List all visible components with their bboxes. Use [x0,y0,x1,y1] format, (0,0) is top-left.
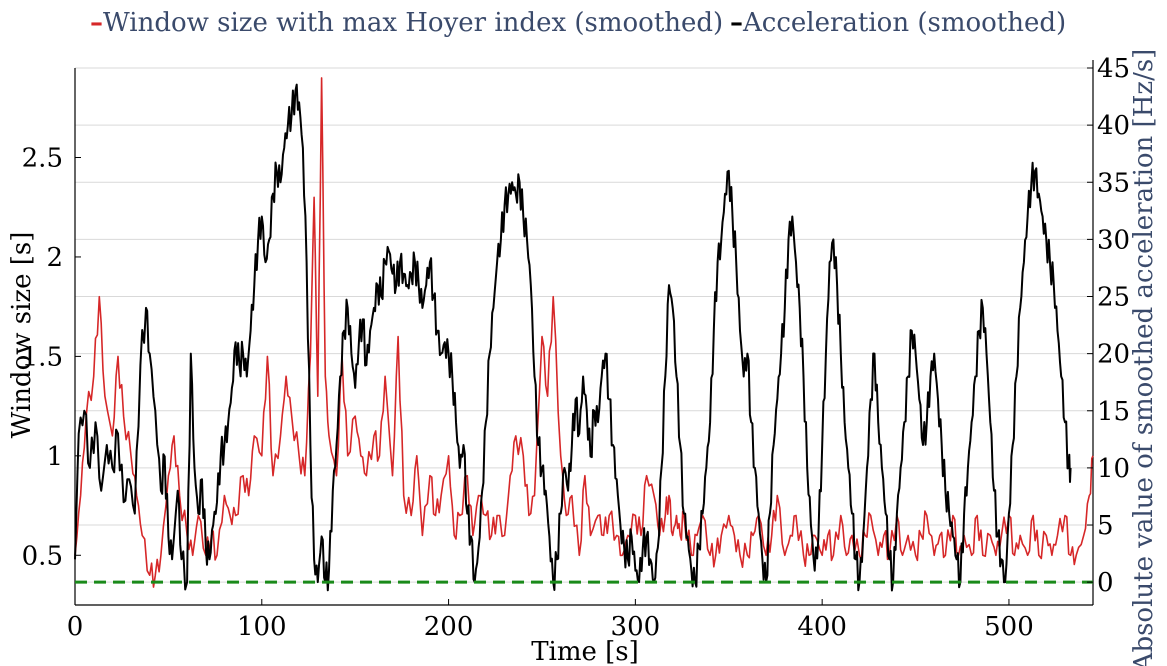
x-tick-label: 500 [984,612,1034,642]
y-left-tick-label: 1.5 [22,342,63,372]
y-right-tick-label: 0 [1097,568,1114,598]
y-left-tick-label: 2 [46,243,63,273]
y-left-tick-label: 1 [46,442,63,472]
x-tick-label: 200 [424,612,474,642]
series-line-2 [74,83,1072,592]
legend-series-2: –Acceleration (smoothed) [730,8,1066,38]
legend-label-2: Acceleration (smoothed) [743,8,1067,38]
y-right-tick-label: 15 [1097,397,1130,427]
ticks: 0 100 200 300 400 500 0.5 1 1.5 2 2.5 0 5 10 15 20 25 30 3… [22,54,1130,642]
legend-swatch-black: – [730,8,743,38]
series-line-1 [74,77,1094,588]
axes [74,60,1094,606]
y-right-tick-label: 45 [1097,54,1130,84]
x-tick-label: 300 [611,612,661,642]
grid [75,67,1093,583]
legend-label-1: Window size with max Hoyer index (smooth… [103,8,724,38]
x-tick-label: 100 [237,612,287,642]
y-left-axis-title: Window size [s] [7,232,37,439]
y-right-tick-label: 10 [1097,454,1130,484]
y-right-tick-label: 30 [1097,225,1130,255]
y-right-tick-label: 25 [1097,283,1130,313]
series-layer [74,77,1094,592]
y-right-tick-label: 20 [1097,340,1130,370]
legend-swatch-red: – [90,8,103,38]
y-right-tick-label: 35 [1097,168,1130,198]
x-axis-title: Time [s] [531,637,639,666]
y-left-tick-label: 0.5 [22,541,63,571]
x-tick-label: 0 [67,612,84,642]
y-left-tick-label: 2.5 [22,144,63,174]
y-right-tick-label: 5 [1097,511,1114,541]
legend-series-1: –Window size with max Hoyer index (smoot… [90,8,723,38]
x-tick-label: 400 [797,612,847,642]
y-right-axis-title: Absolute value of smoothed acceleration … [1129,49,1159,666]
y-right-tick-label: 40 [1097,111,1130,141]
